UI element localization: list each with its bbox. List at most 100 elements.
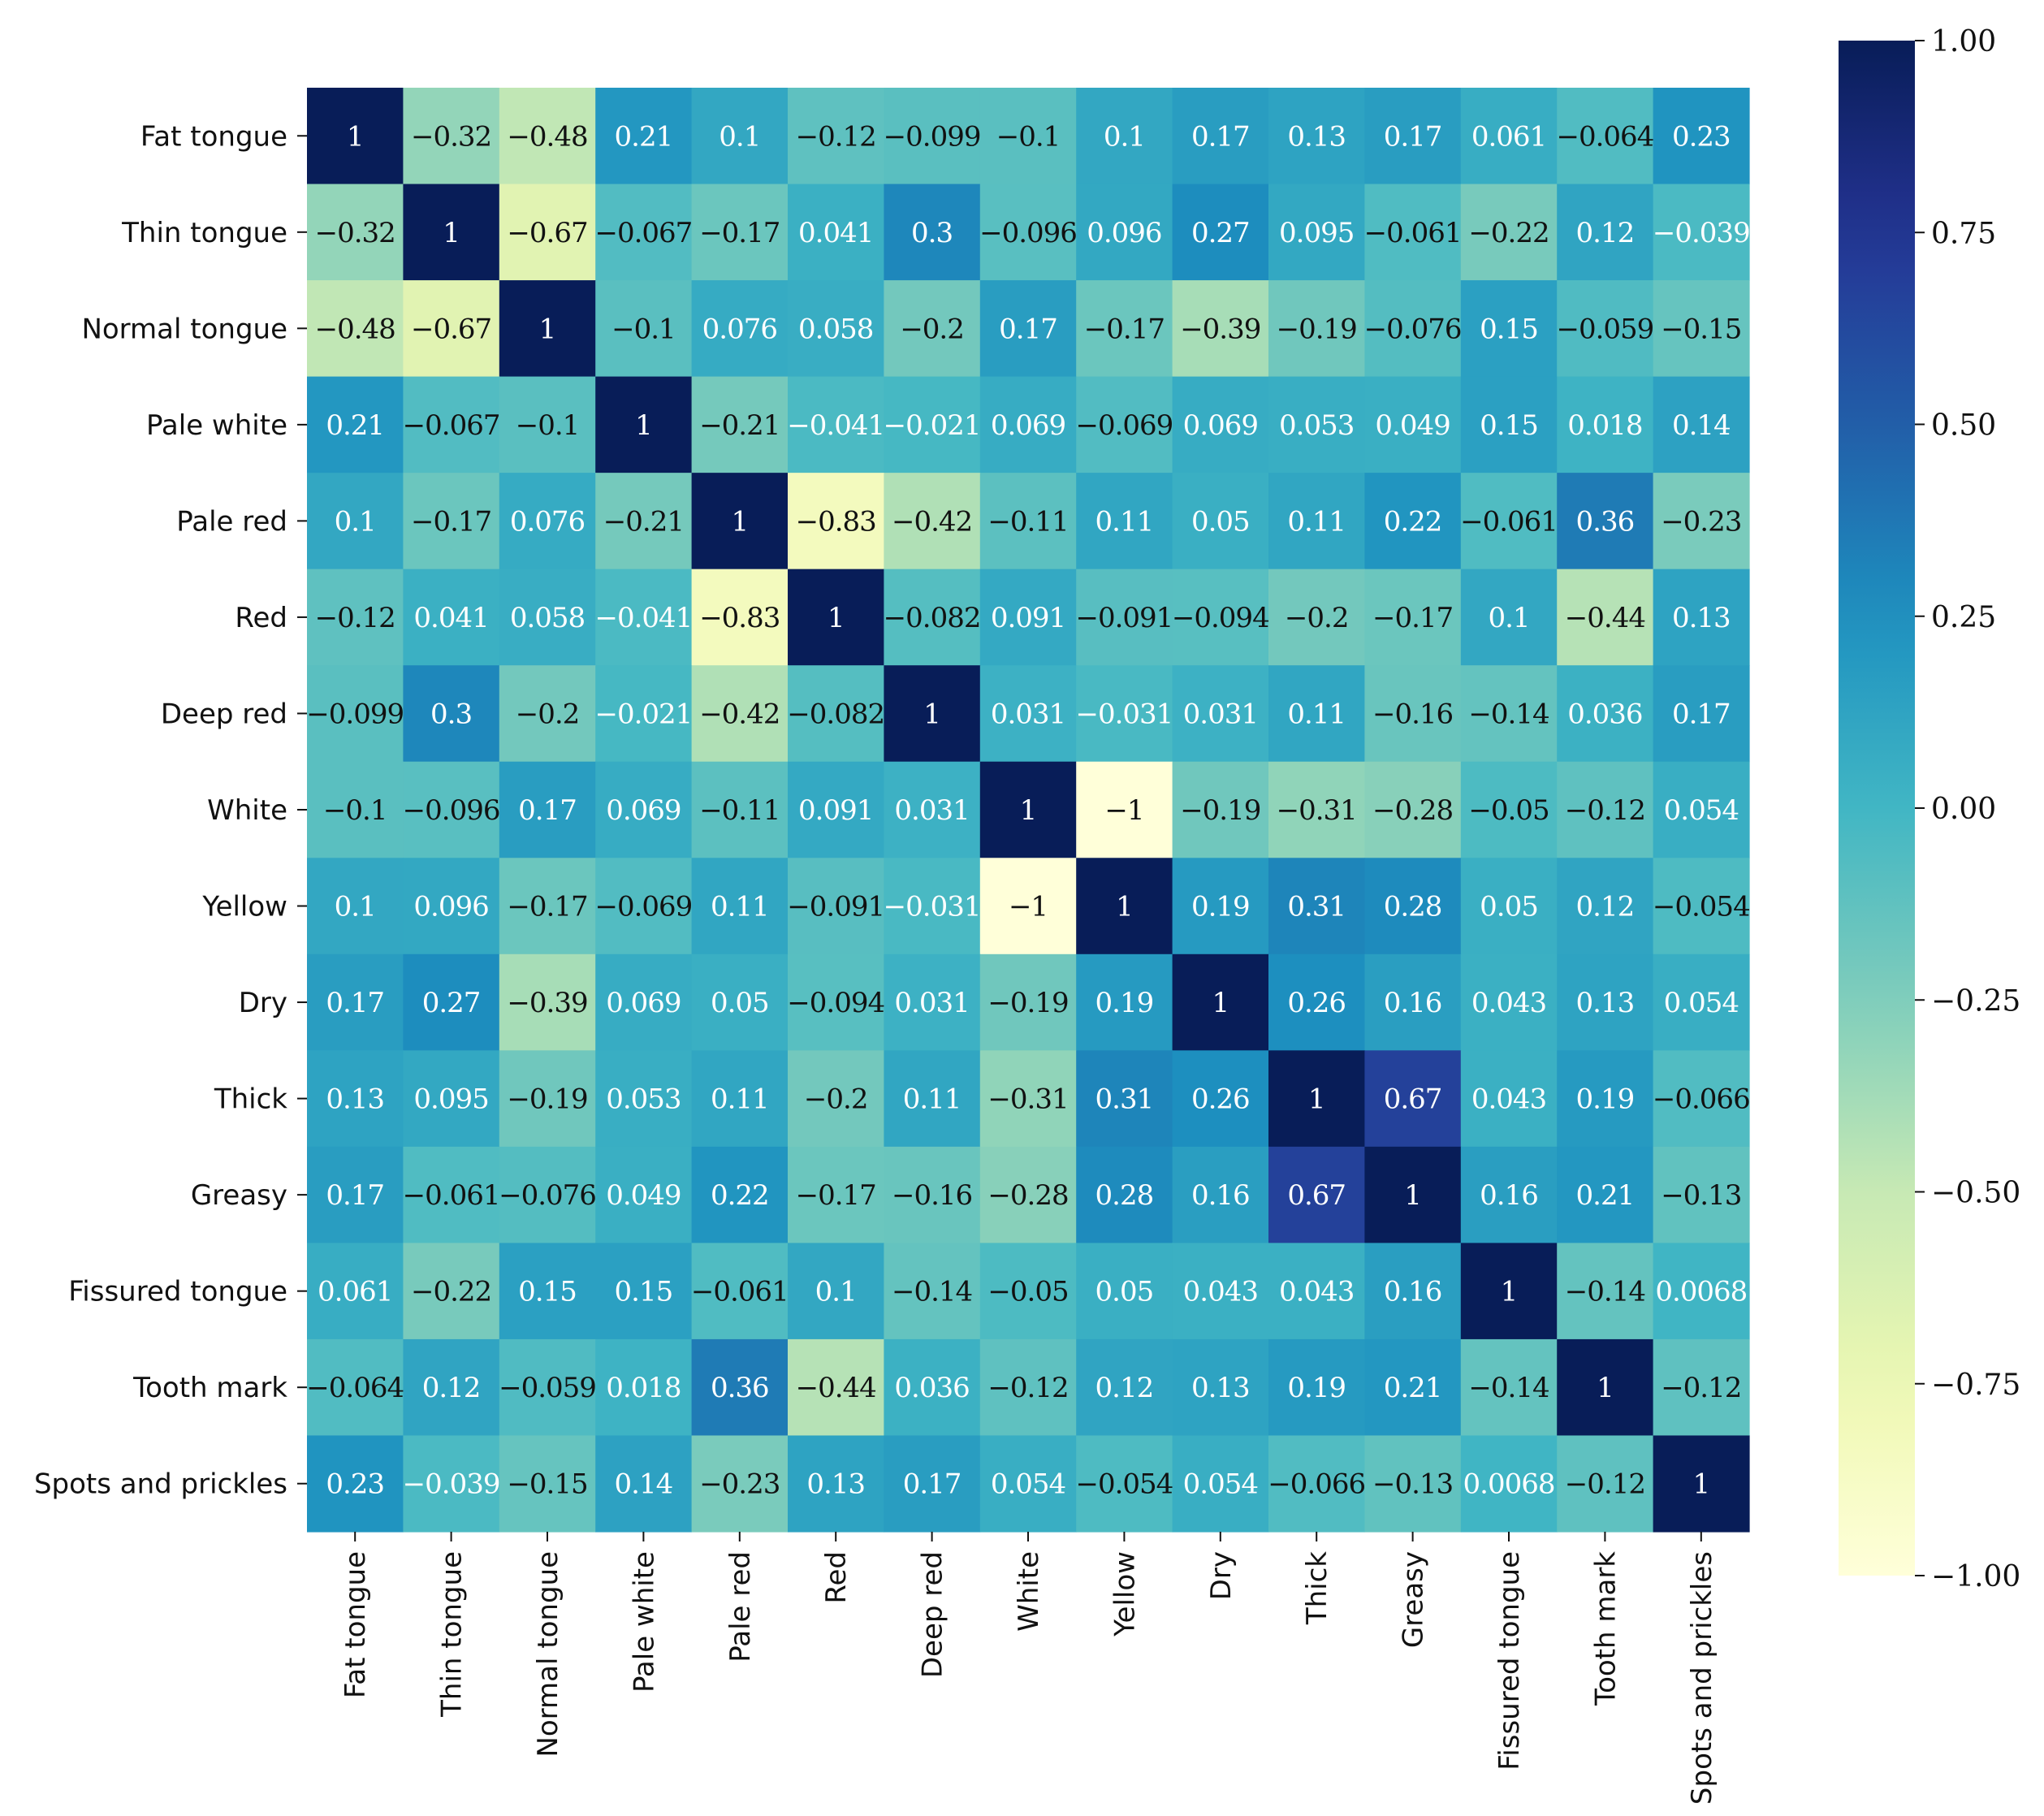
column-label-pale-white: Pale white <box>628 1551 660 1693</box>
cell-annotation: 0.16 <box>1384 987 1442 1019</box>
cell-annotation: −0.091 <box>1075 602 1173 634</box>
cell-annotation: −0.1 <box>611 313 676 345</box>
heatmap-cell <box>595 88 693 185</box>
heatmap-cell <box>1653 473 1750 570</box>
colorbar-tick-label: 1.00 <box>1931 25 1996 58</box>
cell-annotation: 0.16 <box>1191 1179 1250 1212</box>
heatmap-cell <box>979 280 1077 378</box>
cell-annotation: 0.23 <box>1672 120 1731 153</box>
heatmap-cell <box>595 376 693 473</box>
cell-annotation: 0.17 <box>903 1468 962 1501</box>
heatmap-cell <box>403 184 500 281</box>
cell-annotation: 0.05 <box>1191 505 1250 538</box>
cell-annotation: 0.3 <box>911 217 953 249</box>
cell-annotation: 0.14 <box>615 1468 673 1501</box>
cell-annotation: 0.21 <box>1384 1372 1442 1404</box>
heatmap-cell <box>979 1146 1077 1243</box>
cell-annotation: 0.095 <box>1279 217 1354 249</box>
cell-annotation: −0.099 <box>306 698 404 730</box>
cell-annotation: 0.096 <box>413 891 488 923</box>
heatmap-cell <box>403 280 500 378</box>
cell-annotation: −0.05 <box>1468 794 1549 827</box>
heatmap-cell <box>1557 184 1654 281</box>
heatmap-cell <box>1076 1243 1173 1340</box>
heatmap-cell <box>1653 953 1750 1051</box>
row-labels: Fat tongue Thin tongue Normal tongue Pale w… <box>34 120 307 1501</box>
cell-annotation: −0.31 <box>1277 794 1357 827</box>
heatmap-cell <box>307 1435 404 1533</box>
heatmap-cell <box>1268 1435 1365 1533</box>
cell-annotation: −0.48 <box>507 120 587 153</box>
cell-annotation: −0.1 <box>516 409 580 442</box>
cell-annotation: −0.2 <box>516 698 580 730</box>
heatmap-cell <box>403 1146 500 1243</box>
heatmap-cell <box>1460 569 1558 666</box>
cell-annotation: 0.11 <box>1287 698 1346 730</box>
heatmap-cell <box>1172 1146 1269 1243</box>
cell-annotation: 0.069 <box>1183 409 1258 442</box>
heatmap-cell <box>788 376 884 473</box>
cell-annotation: −0.17 <box>507 891 587 923</box>
cell-annotation: 0.018 <box>1567 409 1642 442</box>
heatmap-cell <box>307 1146 404 1243</box>
cell-annotation: −0.21 <box>603 505 684 538</box>
cell-annotation: −0.19 <box>1180 794 1260 827</box>
cell-annotation: 0.041 <box>413 602 488 634</box>
heatmap-cell <box>884 665 981 763</box>
cell-annotation: −0.12 <box>315 602 395 634</box>
cell-annotation: −0.17 <box>1084 313 1165 345</box>
cell-annotation: 0.069 <box>606 794 681 827</box>
heatmap-cell <box>1364 280 1462 378</box>
cell-annotation: 0.13 <box>1576 987 1635 1019</box>
heatmap-cell <box>1172 1050 1269 1148</box>
heatmap-cell <box>595 569 693 666</box>
column-label-white: White <box>1013 1551 1045 1632</box>
cell-annotation: −0.091 <box>787 891 884 923</box>
cell-annotation: −0.28 <box>1372 794 1453 827</box>
heatmap-cell <box>499 953 596 1051</box>
cell-annotation: 0.13 <box>806 1468 865 1501</box>
heatmap-cell <box>1653 569 1750 666</box>
cell-annotation: −0.23 <box>1661 505 1741 538</box>
heatmap-cell <box>1364 569 1462 666</box>
heatmap-cell <box>1653 665 1750 763</box>
cell-annotation: −0.42 <box>892 505 972 538</box>
heatmap-cell <box>691 1146 789 1243</box>
heatmap-cell <box>1076 1050 1173 1148</box>
cell-annotation: 1 <box>1308 1083 1325 1116</box>
heatmap-cell <box>1076 953 1173 1051</box>
column-label-greasy: Greasy <box>1398 1551 1430 1648</box>
heatmap-cell <box>1076 569 1173 666</box>
heatmap-annotations: 1 −0.32 −0.48 0.21 0.1 −0.12 −0.099 −0.1 0.1 0.17… <box>306 120 1750 1501</box>
cell-annotation: −0.069 <box>1075 409 1173 442</box>
heatmap-cell <box>884 280 981 378</box>
heatmap-cell <box>403 665 500 763</box>
cell-annotation: −0.48 <box>315 313 395 345</box>
heatmap-cell <box>691 1050 789 1148</box>
column-label-thick: Thick <box>1301 1551 1333 1625</box>
heatmap-cell <box>1653 761 1750 858</box>
heatmap-cell <box>1557 953 1654 1051</box>
cell-annotation: −0.11 <box>699 794 780 827</box>
heatmap-cell <box>1653 280 1750 378</box>
cell-annotation: −0.28 <box>987 1179 1068 1212</box>
row-label-dry: Dry <box>239 987 287 1019</box>
heatmap-cell <box>1268 953 1365 1051</box>
heatmap-cell <box>1653 1146 1750 1243</box>
cell-annotation: −0.14 <box>1565 1276 1645 1308</box>
heatmap-cell <box>307 280 404 378</box>
cell-annotation: −0.094 <box>1172 602 1269 634</box>
cell-annotation: 0.31 <box>1287 891 1346 923</box>
heatmap-cell <box>1460 858 1558 955</box>
heatmap-cell <box>499 1243 596 1340</box>
heatmap-cell <box>307 184 404 281</box>
heatmap-cell <box>1268 376 1365 473</box>
cell-annotation: 0.15 <box>1480 409 1538 442</box>
heatmap-cell <box>1268 280 1365 378</box>
heatmap-cell <box>1557 376 1654 473</box>
cell-annotation: 0.036 <box>1567 698 1642 730</box>
cell-annotation: 0.17 <box>518 794 577 827</box>
heatmap-cell <box>1076 858 1173 955</box>
heatmap-cell <box>979 88 1077 185</box>
heatmap-cell <box>691 953 789 1051</box>
